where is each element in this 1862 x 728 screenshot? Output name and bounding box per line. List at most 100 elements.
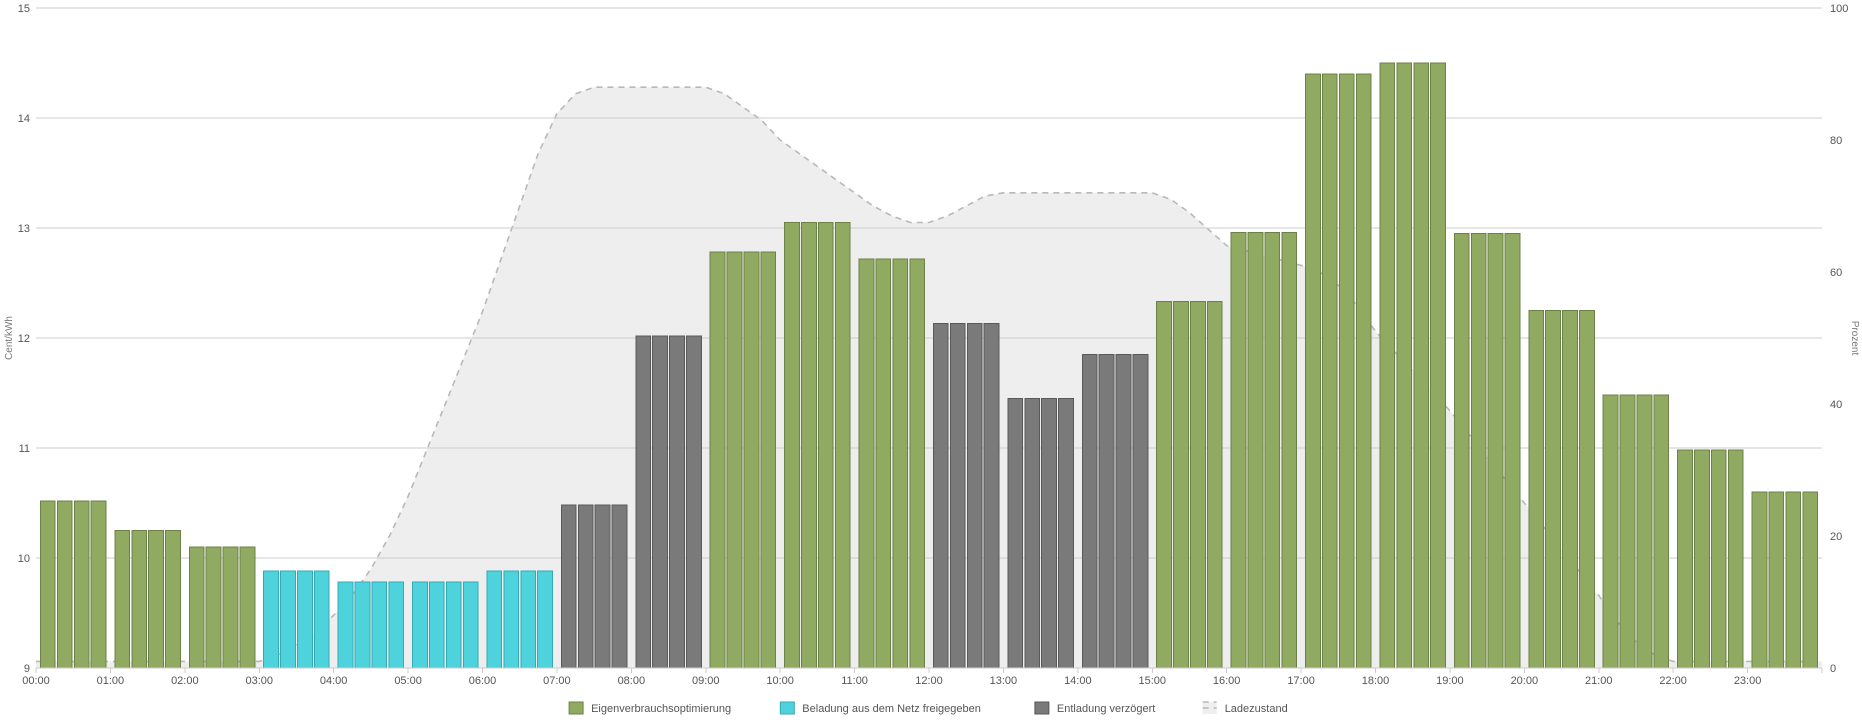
x-tick-label: 04:00 [320,675,348,687]
bar-beladung [521,571,536,668]
bar-eigen [1397,63,1412,668]
bar-entladung [1133,355,1148,669]
bar-entladung [636,336,651,668]
bar-eigen [1282,232,1297,668]
bar-eigen [1339,74,1354,668]
bar-beladung [446,582,461,668]
bar-beladung [504,571,519,668]
x-tick-label: 21:00 [1585,675,1613,687]
x-tick-label: 19:00 [1436,675,1464,687]
x-tick-label: 17:00 [1287,675,1315,687]
bar-eigen [785,223,800,669]
bar-entladung [933,324,948,668]
bar-eigen [40,501,55,668]
legend-swatch [1035,702,1049,714]
bar-entladung [984,324,999,668]
bar-eigen [1695,450,1710,668]
bar-eigen [1207,302,1222,668]
bar-beladung [389,582,404,668]
bar-eigen [1306,74,1321,668]
bar-eigen [1265,232,1280,668]
x-tick-label: 09:00 [692,675,720,687]
bar-eigen [1620,395,1635,668]
bar-eigen [149,531,164,669]
bar-beladung [463,582,478,668]
bar-eigen [206,547,221,668]
bar-eigen [910,259,925,668]
bar-eigen [223,547,238,668]
bar-eigen [1414,63,1429,668]
bar-entladung [1042,399,1057,669]
bar-entladung [653,336,668,668]
x-tick-label: 10:00 [766,675,794,687]
bar-entladung [670,336,685,668]
bar-eigen [1546,311,1561,669]
bar-eigen [1769,492,1784,668]
bar-eigen [1654,395,1669,668]
bar-eigen [1803,492,1818,668]
legend-swatch [780,702,794,714]
bar-beladung [281,571,296,668]
legend-label: Entladung verzögert [1057,703,1155,715]
y-left-tick-label: 11 [19,443,30,455]
y-left-tick-label: 12 [18,333,30,345]
bar-entladung [612,505,627,668]
y-right-tick-label: 40 [1830,399,1842,411]
x-tick-label: 03:00 [245,675,273,687]
y-left-tick-label: 15 [18,3,30,15]
bar-eigen [1637,395,1652,668]
bar-eigen [1786,492,1801,668]
bar-beladung [413,582,428,668]
bar-eigen [1431,63,1446,668]
bar-beladung [314,571,329,668]
bar-entladung [578,505,593,668]
y-right-tick-label: 80 [1830,135,1842,147]
bar-eigen [1678,450,1693,668]
bar-eigen [1248,232,1263,668]
y-left-title: Cent/kWh [4,316,15,360]
x-tick-label: 20:00 [1511,675,1539,687]
bar-eigen [1191,302,1206,668]
bar-entladung [595,505,610,668]
bar-entladung [1008,399,1023,669]
bar-entladung [950,324,965,668]
x-tick-label: 16:00 [1213,675,1241,687]
bar-eigen [835,223,850,669]
legend-label: Ladezustand [1225,703,1288,715]
bar-beladung [429,582,444,668]
x-tick-label: 05:00 [394,675,422,687]
bar-entladung [561,505,576,668]
x-tick-label: 18:00 [1362,675,1390,687]
bar-beladung [372,582,387,668]
y-left-tick-label: 14 [18,113,30,125]
x-tick-label: 22:00 [1659,675,1687,687]
bar-eigen [74,501,89,668]
bar-eigen [1580,311,1595,669]
bar-eigen [240,547,255,668]
x-tick-label: 14:00 [1064,675,1092,687]
legend-label: Eigenverbrauchsoptimierung [591,703,731,715]
x-tick-label: 11:00 [841,675,868,687]
energy-price-chart: 9101112131415Cent/kWh020406080100Prozent… [0,0,1862,728]
bar-eigen [132,531,147,669]
y-left-tick-label: 10 [18,553,30,565]
x-tick-label: 15:00 [1138,675,1166,687]
bar-eigen [1603,395,1618,668]
x-tick-label: 23:00 [1734,675,1762,687]
bar-entladung [1059,399,1074,669]
bar-eigen [1322,74,1337,668]
bar-beladung [298,571,313,668]
bar-eigen [1711,450,1726,668]
x-tick-label: 12:00 [915,675,943,687]
x-tick-label: 07:00 [543,675,571,687]
bar-eigen [876,259,891,668]
bar-eigen [859,259,874,668]
bar-eigen [1380,63,1395,668]
x-tick-label: 01:00 [97,675,125,687]
x-tick-label: 08:00 [618,675,646,687]
bar-eigen [91,501,106,668]
y-right-tick-label: 20 [1830,531,1842,543]
bar-entladung [1082,355,1097,669]
bar-beladung [487,571,502,668]
bar-eigen [744,252,759,668]
